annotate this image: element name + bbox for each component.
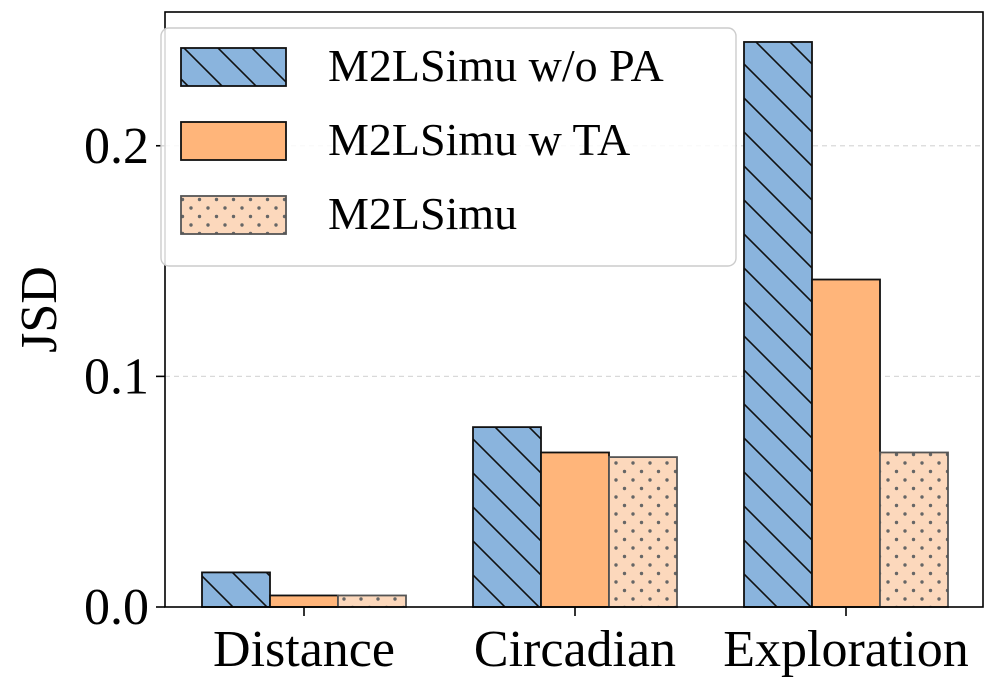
bar-circadian-series-3 <box>608 456 678 608</box>
bar-circadian-series-2 <box>540 451 610 608</box>
bars <box>201 41 949 608</box>
bar-distance-series-2 <box>269 594 339 608</box>
bar-exploration-series-1 <box>743 41 813 608</box>
x-axis-ticks: Distance Circadian Exploration <box>213 607 969 678</box>
x-tick-label: Exploration <box>723 621 969 678</box>
legend-box <box>160 27 737 267</box>
legend-label: M2LSimu w/o PA <box>328 40 664 91</box>
bar-distance-series-1 <box>201 571 271 608</box>
y-axis-ticks: 0.0 0.1 0.2 <box>84 118 165 636</box>
legend-swatch <box>180 121 287 161</box>
bar-circadian-series-1 <box>472 426 542 608</box>
plot-frame <box>164 11 984 608</box>
legend-label: M2LSimu w TA <box>328 114 630 165</box>
legend: M2LSimu w/o PA M2LSimu w TA M2LSimu <box>160 27 737 267</box>
x-tick-label: Circadian <box>474 621 676 678</box>
bar-distance-series-3 <box>337 594 407 608</box>
x-tick-label: Distance <box>213 621 395 678</box>
legend-label: M2LSimu <box>328 188 517 239</box>
y-tick-label: 0.0 <box>84 579 149 636</box>
y-tick-label: 0.2 <box>84 118 149 175</box>
bar-exploration-series-2 <box>811 278 881 608</box>
y-axis-title: JSD <box>11 266 68 353</box>
legend-swatch <box>180 195 287 235</box>
legend-swatch <box>180 47 287 87</box>
bar-exploration-series-3 <box>879 451 949 608</box>
y-tick-label: 0.1 <box>84 348 149 405</box>
